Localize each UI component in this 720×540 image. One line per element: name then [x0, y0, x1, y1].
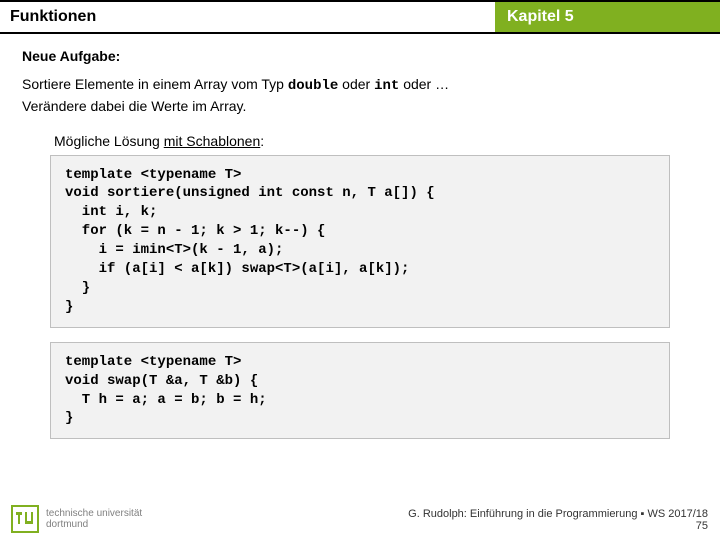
code-box-swap: template <typename T> void swap(T &a, T …: [50, 342, 670, 440]
task-title: Neue Aufgabe:: [22, 48, 698, 64]
tu-dortmund-logo: technische universität dortmund: [10, 504, 142, 534]
header-left-title: Funktionen: [0, 0, 495, 34]
solution-label-post: :: [260, 133, 264, 149]
logo-line2: dortmund: [46, 519, 142, 530]
solution-label-underlined: mit Schablonen: [164, 133, 261, 149]
task-type-double: double: [288, 78, 338, 94]
task-type-int: int: [374, 78, 399, 94]
header-right-chapter: Kapitel 5: [495, 0, 720, 34]
task-line1-pre: Sortiere Elemente in einem Array vom Typ: [22, 76, 288, 92]
task-line2: Verändere dabei die Werte im Array.: [22, 98, 246, 114]
footer-credit: G. Rudolph: Einführung in die Programmie…: [408, 508, 708, 520]
slide-content: Neue Aufgabe: Sortiere Elemente in einem…: [0, 34, 720, 439]
task-description: Sortiere Elemente in einem Array vom Typ…: [22, 74, 698, 117]
footer-page-number: 75: [408, 520, 708, 532]
code-box-sortiere: template <typename T> void sortiere(unsi…: [50, 155, 670, 328]
task-line1-dots: …: [435, 76, 449, 92]
task-line1-mid2: oder: [399, 76, 435, 92]
solution-label-pre: Mögliche Lösung: [54, 133, 164, 149]
slide-header: Funktionen Kapitel 5: [0, 0, 720, 34]
solution-label: Mögliche Lösung mit Schablonen:: [54, 133, 698, 149]
tu-logo-icon: [10, 504, 40, 534]
slide-footer: G. Rudolph: Einführung in die Programmie…: [408, 508, 708, 532]
tu-logo-text: technische universität dortmund: [46, 508, 142, 530]
task-line1-mid1: oder: [338, 76, 374, 92]
logo-line1: technische universität: [46, 508, 142, 519]
